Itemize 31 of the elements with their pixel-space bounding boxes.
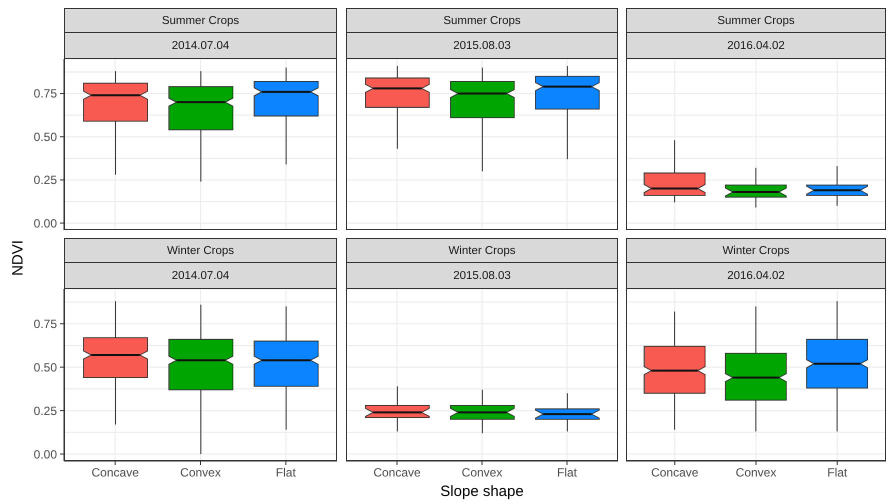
x-tick-label: Convex [180,466,221,480]
x-tick-label: Convex [736,466,776,480]
chart-subtitle: 2016.04.02 [727,270,785,282]
chart-subtitle: 2015.08.03 [453,270,511,282]
chart-subtitle: 2014.07.04 [172,40,230,52]
y-tick-label: 0.75 [34,86,58,101]
chart-title: Summer Crops [717,14,795,26]
y-tick-label: 0.25 [34,404,58,418]
chart-title: Winter Crops [448,244,516,256]
y-tick-label: 0.25 [34,173,58,188]
y-axis-title: NDVI [10,240,26,276]
x-tick-label: Flat [276,466,296,480]
chart-title: Winter Crops [722,244,790,256]
chart-subtitle: 2016.04.02 [727,40,785,52]
y-tick-label: 0.50 [34,130,58,144]
chart-subtitle: 2014.07.04 [172,270,230,282]
x-tick-label: Flat [827,466,848,480]
y-tick-label: 0.00 [34,447,58,462]
y-tick-label: 0.75 [34,316,58,331]
x-tick-label: Flat [556,466,578,480]
x-tick-label: Concave [92,466,140,480]
x-axis-title: Slope shape [440,483,524,500]
chart-title: Summer Crops [162,14,240,26]
chart-title: Winter Crops [166,244,234,256]
y-tick-label: 0.00 [34,216,58,230]
chart-subtitle: 2015.08.03 [453,40,511,52]
x-tick-label: Concave [651,466,699,480]
y-tick-label: 0.50 [34,360,58,374]
x-tick-label: Convex [462,466,502,480]
chart-title: Summer Crops [443,14,521,26]
x-tick-label: Concave [373,466,421,480]
